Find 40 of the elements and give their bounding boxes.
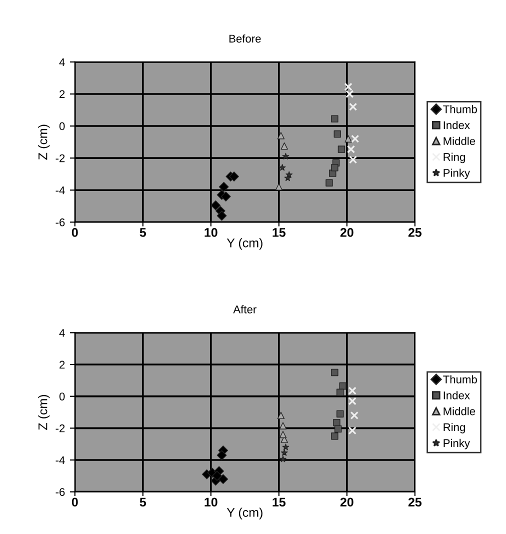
y-tick-label: 4 xyxy=(59,329,65,337)
x-tick-label: 20 xyxy=(340,228,354,237)
legend-label: Pinky xyxy=(444,438,470,450)
x-tick-label: 20 xyxy=(340,498,354,507)
chart-title: Before xyxy=(229,34,261,43)
y-tick-label: 2 xyxy=(60,90,65,98)
chart-title: After xyxy=(233,305,256,314)
x-tick-label: 0 xyxy=(72,228,78,237)
x-tick-label: 5 xyxy=(140,498,146,507)
x-tick-label: 15 xyxy=(272,228,286,237)
legend-label: Thumb xyxy=(443,375,477,384)
x-tick-label: 10 xyxy=(204,498,218,507)
y-tick-label: 0 xyxy=(59,392,65,400)
y-axis-title: Z (cm) xyxy=(38,394,50,430)
legend-label: Ring xyxy=(444,152,465,164)
y-tick-label: -2 xyxy=(56,154,65,162)
y-tick-label: -6 xyxy=(56,488,65,496)
legend-label: Ring xyxy=(444,422,465,434)
x-axis-title: Y (cm) xyxy=(226,238,262,250)
x-tick-label: 15 xyxy=(272,498,286,507)
y-tick-label: -6 xyxy=(56,218,65,226)
x-axis-title: Y (cm) xyxy=(226,508,262,520)
legend-label: Middle xyxy=(444,136,476,146)
legend-label: Index xyxy=(444,391,470,400)
y-axis-title: Z (cm) xyxy=(38,124,50,160)
x-tick-label: 0 xyxy=(72,498,78,507)
x-tick-label: 25 xyxy=(408,228,422,237)
x-tick-label: 5 xyxy=(140,228,146,237)
y-tick-label: -4 xyxy=(56,456,65,464)
y-tick-label: 4 xyxy=(59,58,65,66)
legend-label: Index xyxy=(444,120,470,130)
y-tick-label: -4 xyxy=(56,186,65,194)
y-tick-label: 2 xyxy=(60,360,65,369)
legend-label: Pinky xyxy=(444,168,470,180)
x-tick-label: 25 xyxy=(408,498,422,507)
legend-label: Middle xyxy=(444,407,476,416)
y-tick-label: -2 xyxy=(56,424,65,432)
legend-label: Thumb xyxy=(443,105,477,114)
y-tick-label: 0 xyxy=(59,122,65,130)
x-tick-label: 10 xyxy=(204,228,218,237)
